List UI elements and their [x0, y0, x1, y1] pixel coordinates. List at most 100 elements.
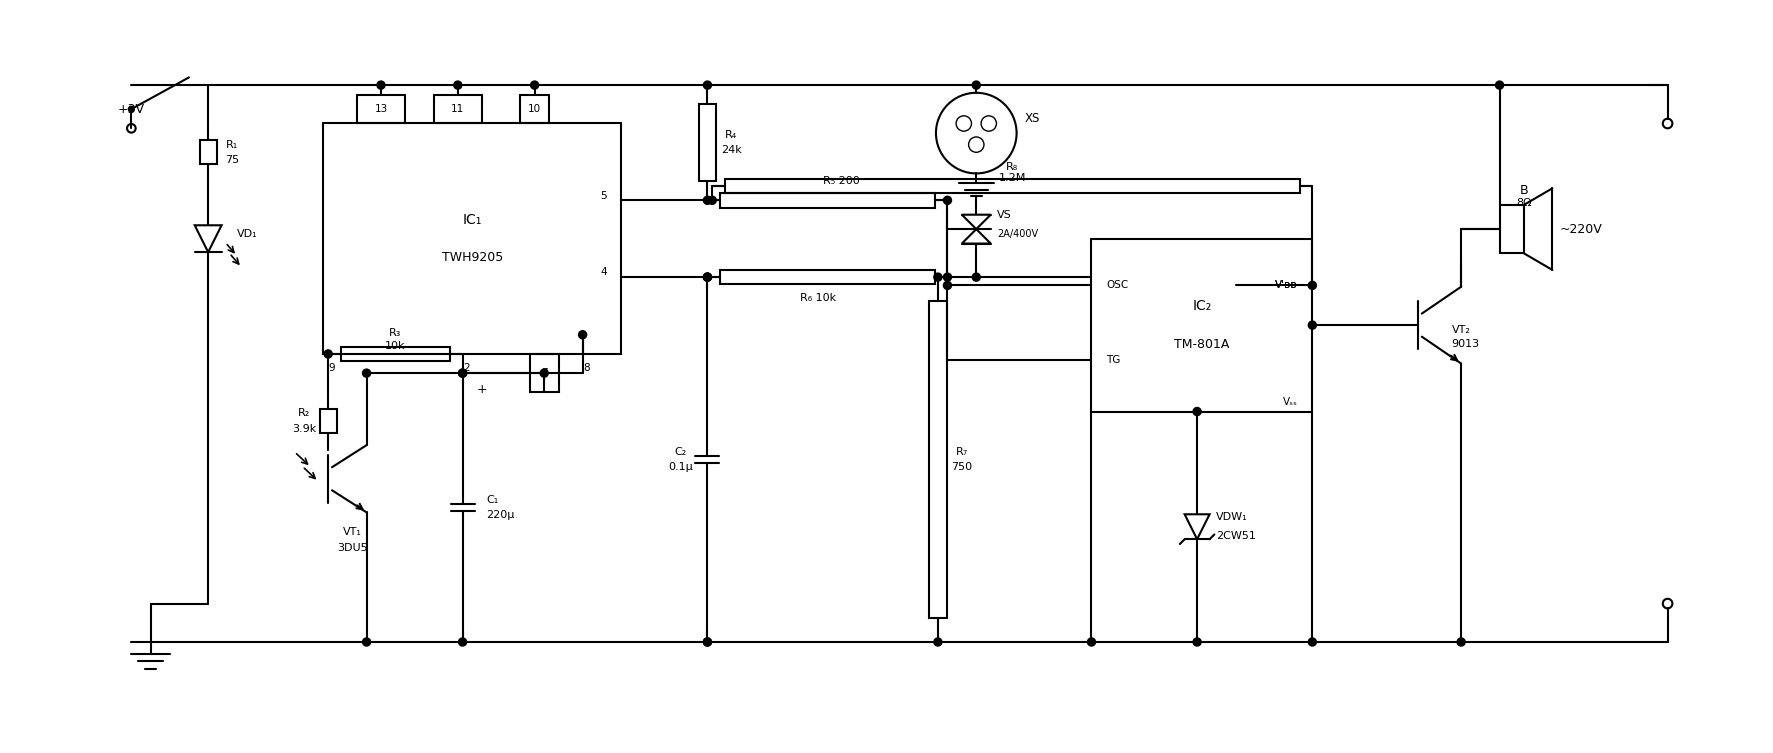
Circle shape	[704, 638, 711, 646]
Bar	[323, 123, 621, 354]
Circle shape	[362, 638, 371, 646]
Circle shape	[704, 273, 711, 281]
Text: C₁: C₁	[486, 495, 498, 505]
Circle shape	[704, 638, 711, 646]
Text: TM-801A: TM-801A	[1174, 338, 1230, 351]
Bar	[1092, 239, 1312, 412]
Text: 3DU5: 3DU5	[337, 543, 367, 553]
Circle shape	[980, 116, 996, 131]
Text: 5: 5	[599, 191, 606, 200]
Text: 2: 2	[463, 364, 470, 373]
Text: V'ᴅᴅ: V'ᴅᴅ	[1275, 280, 1298, 291]
Circle shape	[943, 197, 952, 204]
Text: VT₂: VT₂	[1452, 325, 1470, 335]
Text: R₄: R₄	[725, 130, 738, 140]
Polygon shape	[1184, 514, 1209, 539]
Circle shape	[128, 106, 135, 112]
Text: VT₁: VT₁	[342, 526, 362, 537]
Polygon shape	[195, 225, 222, 252]
Circle shape	[1193, 638, 1200, 646]
Text: TG: TG	[1106, 355, 1121, 364]
Text: 4: 4	[599, 267, 606, 277]
Bar	[340, 346, 450, 361]
Circle shape	[704, 273, 711, 281]
Circle shape	[578, 331, 587, 339]
Text: R₆ 10k: R₆ 10k	[800, 293, 835, 303]
Text: R₈: R₈	[1007, 162, 1018, 172]
Circle shape	[459, 638, 466, 646]
Bar	[519, 95, 550, 123]
Text: 8: 8	[583, 364, 590, 373]
Circle shape	[1193, 407, 1200, 416]
Text: 7: 7	[541, 368, 548, 378]
Text: +: +	[477, 383, 488, 396]
Circle shape	[1496, 81, 1504, 89]
Text: VD₁: VD₁	[238, 229, 257, 239]
Text: OSC: OSC	[1106, 280, 1128, 291]
Polygon shape	[963, 215, 991, 229]
Circle shape	[454, 81, 461, 89]
Text: IC₂: IC₂	[1191, 299, 1211, 313]
Circle shape	[1308, 638, 1316, 646]
Circle shape	[707, 197, 716, 204]
Text: R₇: R₇	[956, 447, 968, 457]
Circle shape	[459, 369, 466, 377]
Text: 2A/400V: 2A/400V	[998, 229, 1039, 239]
Bar	[720, 193, 934, 208]
Text: 3.9k: 3.9k	[293, 424, 316, 434]
Text: 10: 10	[528, 104, 541, 114]
Text: 750: 750	[952, 462, 972, 472]
Bar	[319, 409, 337, 433]
Circle shape	[972, 273, 980, 281]
Bar	[200, 140, 216, 164]
Text: V'ᴅᴅ: V'ᴅᴅ	[1275, 280, 1298, 291]
Text: XS: XS	[1025, 112, 1039, 125]
Text: 2CW51: 2CW51	[1216, 532, 1257, 541]
Circle shape	[704, 197, 711, 204]
Circle shape	[1457, 638, 1464, 646]
Circle shape	[704, 273, 711, 281]
Circle shape	[943, 273, 952, 281]
Circle shape	[934, 638, 941, 646]
Circle shape	[530, 81, 539, 89]
Circle shape	[943, 282, 952, 289]
Text: ~220V: ~220V	[1560, 223, 1603, 236]
Circle shape	[704, 81, 711, 89]
Text: Vₛₛ: Vₛₛ	[1284, 397, 1298, 407]
Text: R₂: R₂	[298, 408, 310, 419]
Circle shape	[1087, 638, 1096, 646]
Text: TWH9205: TWH9205	[441, 252, 504, 264]
Bar	[699, 105, 716, 181]
Text: B: B	[1519, 184, 1528, 197]
Bar	[434, 95, 482, 123]
Circle shape	[1308, 282, 1316, 289]
Text: 10k: 10k	[385, 341, 406, 351]
Circle shape	[459, 369, 466, 377]
Text: C₂: C₂	[674, 447, 686, 457]
Circle shape	[968, 137, 984, 152]
Text: 75: 75	[225, 155, 239, 165]
Circle shape	[324, 350, 332, 358]
Bar	[1500, 205, 1523, 253]
Text: 11: 11	[450, 104, 465, 114]
Text: 24k: 24k	[722, 145, 741, 155]
Text: R₅ 200: R₅ 200	[823, 176, 860, 186]
Circle shape	[362, 369, 371, 377]
Text: R₁: R₁	[225, 139, 238, 150]
Circle shape	[541, 369, 548, 377]
Bar	[720, 270, 934, 285]
Text: 13: 13	[374, 104, 388, 114]
Text: VS: VS	[998, 210, 1012, 220]
Text: R₃: R₃	[390, 328, 401, 338]
Circle shape	[1308, 321, 1316, 329]
Text: IC₁: IC₁	[463, 212, 482, 227]
Text: 1.2M: 1.2M	[998, 173, 1027, 183]
Circle shape	[378, 81, 385, 89]
Bar	[725, 178, 1300, 193]
Circle shape	[934, 273, 941, 281]
Bar	[929, 301, 947, 618]
Circle shape	[972, 81, 980, 89]
Text: 8Ω: 8Ω	[1516, 198, 1532, 208]
Text: 9: 9	[328, 364, 335, 373]
Polygon shape	[963, 229, 991, 243]
